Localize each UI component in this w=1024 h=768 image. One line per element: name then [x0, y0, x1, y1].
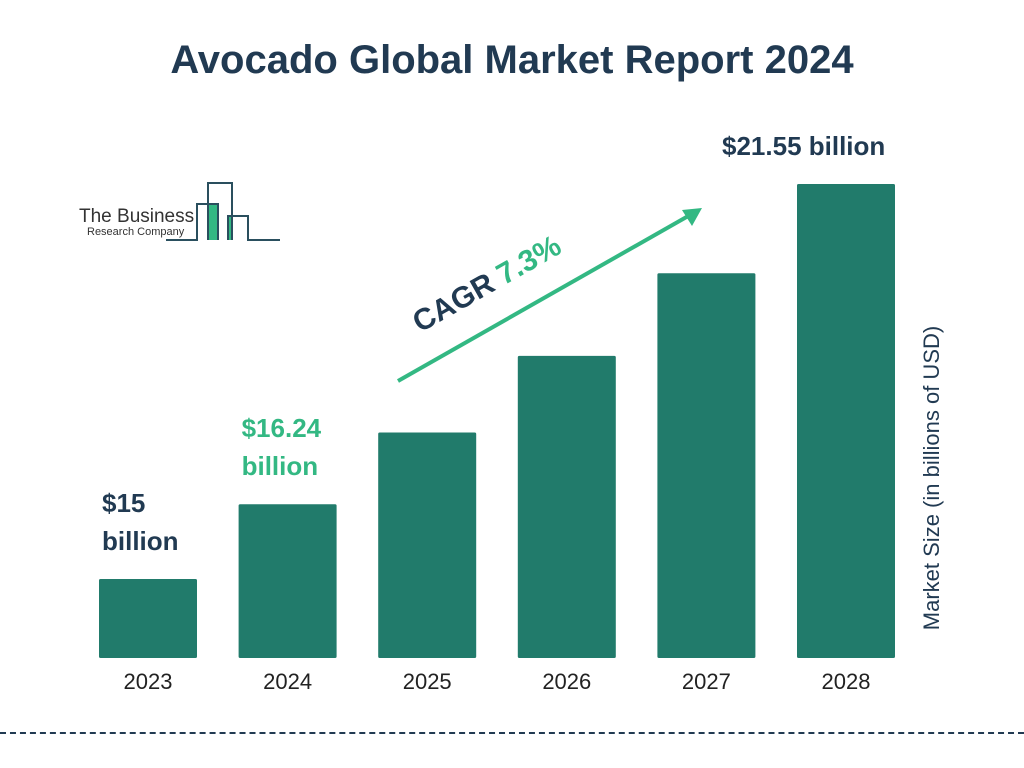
bar-2024	[238, 504, 337, 658]
y-axis-label: Market Size (in billions of USD)	[919, 325, 944, 631]
cagr-prefix: CAGR	[407, 267, 500, 339]
bar-2027	[657, 273, 756, 658]
x-tick-label: 2025	[403, 669, 452, 694]
chart-title: Avocado Global Market Report 2024	[170, 38, 854, 82]
x-tick-label: 2026	[542, 669, 591, 694]
bar-2023	[99, 579, 197, 658]
data-label-2024: $16.24 billion	[242, 409, 322, 485]
data-label-line: $21.55 billion	[722, 131, 886, 161]
cagr-annotation: CAGR7.3%	[407, 229, 567, 339]
divider	[0, 732, 1024, 734]
data-label-line: billion	[241, 451, 319, 482]
x-tick-label: 2028	[822, 669, 871, 694]
data-label-2028: $21.55 billion	[722, 127, 885, 165]
data-label-2023: $15 billion	[102, 484, 179, 560]
logo-line1: The Business	[79, 206, 194, 227]
data-label-line: $16.24	[241, 413, 322, 444]
x-tick-label: 2023	[124, 669, 173, 694]
x-tick-label: 2027	[682, 669, 731, 694]
bar-2028	[797, 184, 895, 658]
data-label-line: billion	[102, 526, 179, 556]
logo-line2: Research Company	[87, 226, 185, 238]
bar-2026	[517, 355, 616, 658]
logo: The Business Research Company	[79, 182, 280, 241]
x-tick-label: 2024	[263, 669, 312, 694]
bar-2025	[378, 432, 477, 658]
cagr-arrow	[397, 208, 702, 383]
data-label-line: $15	[102, 488, 146, 518]
cagr-value: 7.3%	[491, 229, 567, 291]
